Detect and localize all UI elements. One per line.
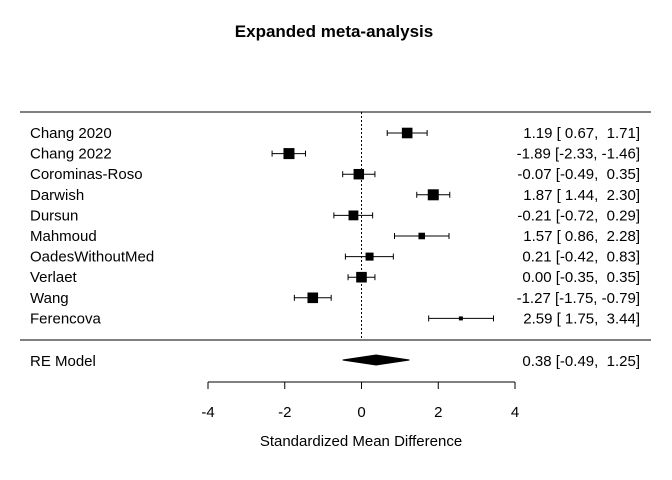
summary-row: RE Model 0.38 [-0.49, 1.25] xyxy=(30,353,640,370)
point-estimate xyxy=(283,148,295,160)
ci-text: -1.27 [-1.75, -0.79] xyxy=(517,290,640,307)
ci-text: 0.00 [-0.35, 0.35] xyxy=(522,269,640,286)
study-row: Ferencova 2.59 [ 1.75, 3.44] xyxy=(30,310,640,327)
x-axis: -4 -2 0 2 4 xyxy=(201,381,519,421)
summary-diamond xyxy=(342,354,410,366)
study-row: Dursun -0.21 [-0.72, 0.29] xyxy=(30,207,640,224)
x-tick-label: 2 xyxy=(434,404,442,421)
point-estimate xyxy=(353,168,365,180)
x-tick-label: -4 xyxy=(201,404,214,421)
study-row: Wang -1.27 [-1.75, -0.79] xyxy=(30,290,640,307)
x-tick-label: -2 xyxy=(278,404,291,421)
x-axis-label: Standardized Mean Difference xyxy=(260,433,462,450)
chart-title: Expanded meta-analysis xyxy=(235,22,433,41)
ci-text: 0.21 [-0.42, 0.83] xyxy=(522,249,640,266)
study-label: Corominas-Roso xyxy=(30,166,143,183)
study-label: Ferencova xyxy=(30,310,102,327)
study-row: Chang 2020 1.19 [ 0.67, 1.71] xyxy=(30,125,640,142)
study-label: Chang 2020 xyxy=(30,125,112,142)
point-estimate xyxy=(418,232,426,240)
x-axis-ticks: -4 -2 0 2 4 xyxy=(201,382,519,421)
summary-label: RE Model xyxy=(30,353,96,370)
study-rows: Chang 2020 1.19 [ 0.67, 1.71] Chang 2022 -1… xyxy=(30,125,640,327)
point-estimate xyxy=(427,189,439,201)
study-row: Verlaet 0.00 [-0.35, 0.35] xyxy=(30,269,640,286)
study-row: Darwish 1.87 [ 1.44, 2.30] xyxy=(30,187,640,204)
summary-ci-text: 0.38 [-0.49, 1.25] xyxy=(522,353,640,370)
point-estimate xyxy=(401,127,413,139)
study-label: OadesWithoutMed xyxy=(30,249,154,266)
ci-text: 1.87 [ 1.44, 2.30] xyxy=(523,187,640,204)
study-row: Corominas-Roso -0.07 [-0.49, 0.35] xyxy=(30,166,640,183)
point-estimate xyxy=(307,292,319,304)
ci-text: -0.07 [-0.49, 0.35] xyxy=(517,166,640,183)
ci-text: -1.89 [-2.33, -1.46] xyxy=(517,146,640,163)
study-label: Verlaet xyxy=(30,269,78,286)
study-row: Chang 2022 -1.89 [-2.33, -1.46] xyxy=(30,146,640,163)
x-tick-label: 4 xyxy=(511,404,519,421)
ci-text: 1.57 [ 0.86, 2.28] xyxy=(523,228,640,245)
point-estimate xyxy=(365,252,374,261)
x-tick-label: 0 xyxy=(357,404,365,421)
study-row: Mahmoud 1.57 [ 0.86, 2.28] xyxy=(30,228,640,245)
point-estimate xyxy=(356,271,367,283)
ci-text: 2.59 [ 1.75, 3.44] xyxy=(523,310,640,327)
study-row: OadesWithoutMed 0.21 [-0.42, 0.83] xyxy=(30,249,640,266)
study-label: Darwish xyxy=(30,187,84,204)
study-label: Mahmoud xyxy=(30,228,97,245)
point-estimate xyxy=(348,210,359,221)
ci-text: 1.19 [ 0.67, 1.71] xyxy=(523,125,640,142)
ci-text: -0.21 [-0.72, 0.29] xyxy=(517,207,640,224)
study-label: Dursun xyxy=(30,207,78,224)
point-estimate xyxy=(458,316,463,321)
study-label: Wang xyxy=(30,290,69,307)
study-label: Chang 2022 xyxy=(30,146,112,163)
